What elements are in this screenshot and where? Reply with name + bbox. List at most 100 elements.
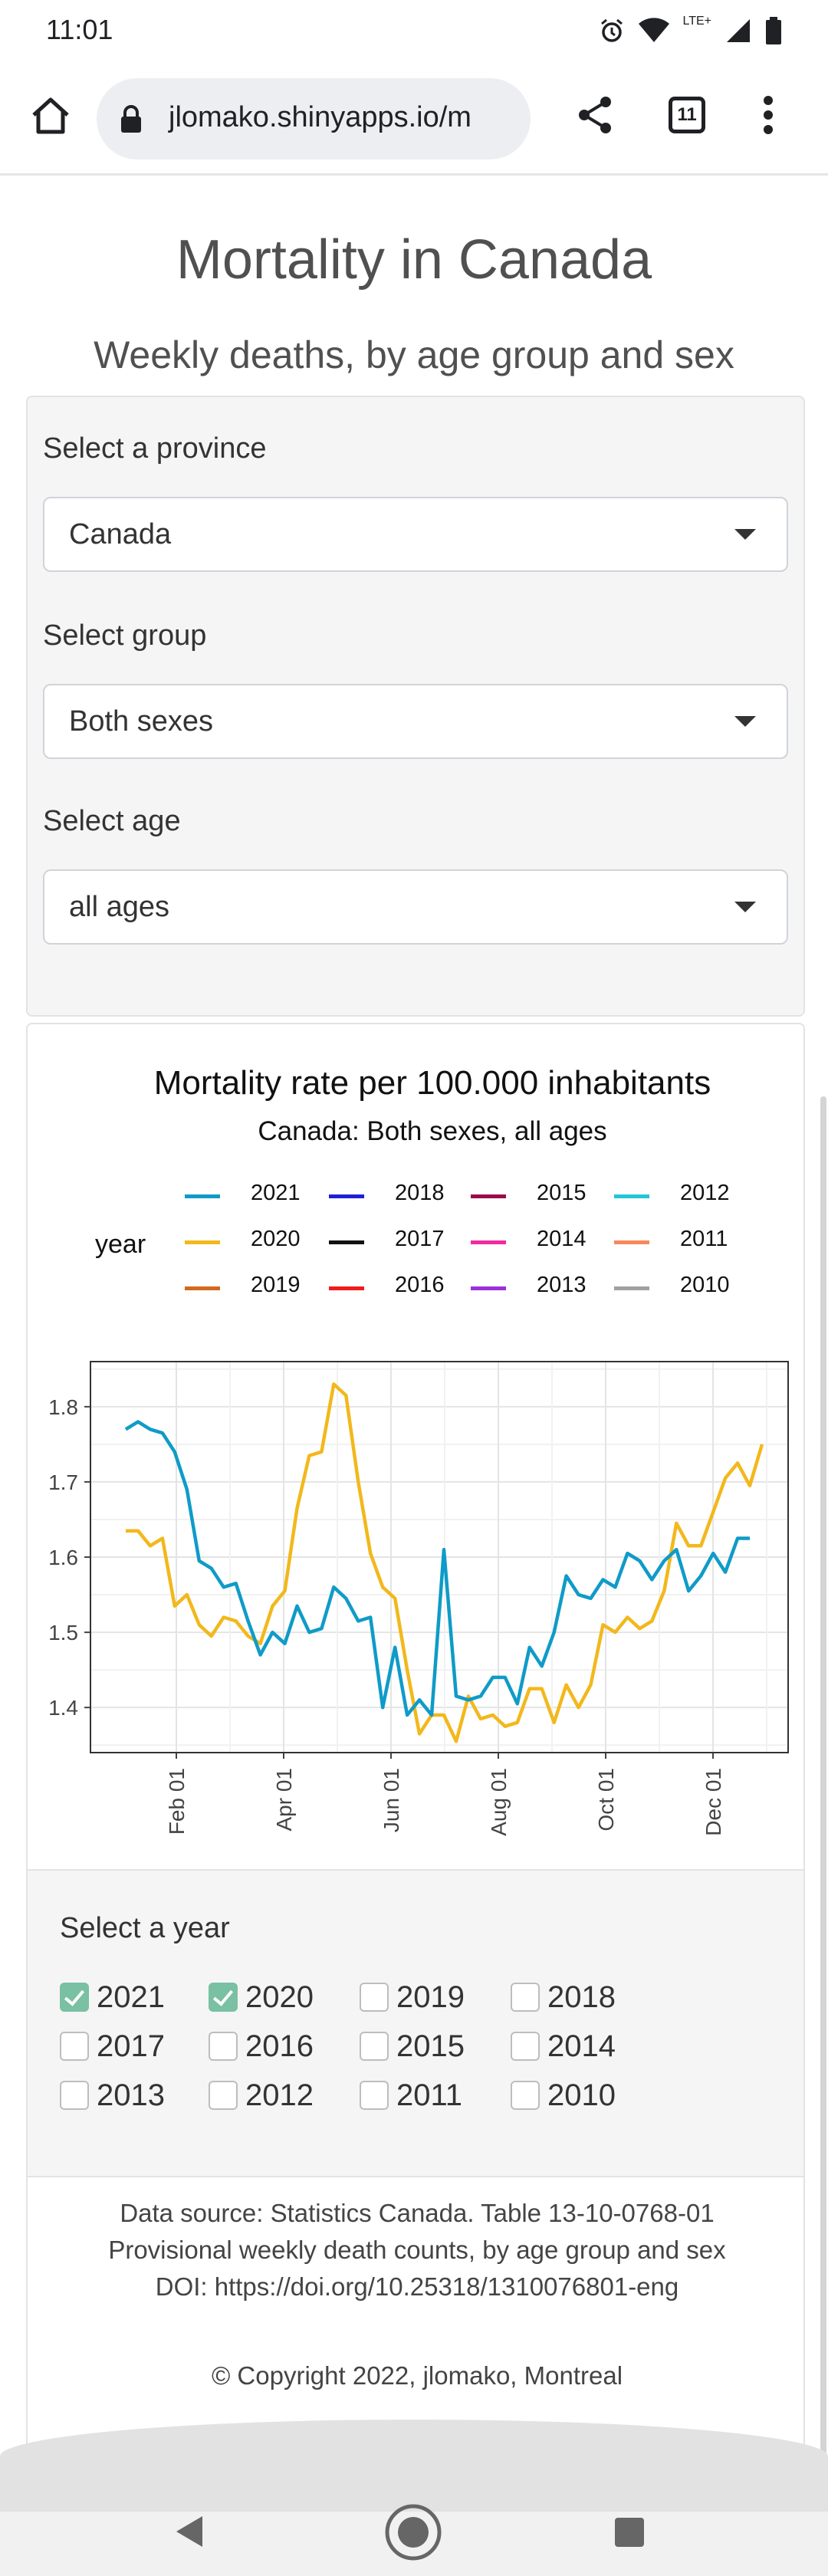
year-label: 2012 <box>245 2078 314 2112</box>
address-bar[interactable]: jlomako.shinyapps.io/m <box>97 78 531 159</box>
legend-swatch <box>614 1240 649 1244</box>
year-checkbox-2021[interactable]: 2021 <box>60 1978 165 2016</box>
year-checkbox-2014[interactable]: 2014 <box>511 2027 616 2065</box>
legend-swatch <box>329 1194 364 1198</box>
year-label: 2010 <box>547 2078 616 2112</box>
x-tick-label: Jun 01 <box>380 1768 403 1832</box>
scrollbar[interactable] <box>820 1096 826 2492</box>
year-label: 2017 <box>97 2029 165 2063</box>
series-line-2021 <box>124 1420 750 1717</box>
year-label: 2014 <box>547 2029 616 2063</box>
checkbox-empty-icon[interactable] <box>60 2081 89 2110</box>
system-nav-bar <box>0 2420 828 2576</box>
checkbox-empty-icon[interactable] <box>209 2081 238 2110</box>
y-tick-label: 1.4 <box>48 1696 78 1720</box>
share-icon[interactable] <box>577 95 615 135</box>
province-select[interactable]: Canada <box>43 497 788 572</box>
legend-label: 2017 <box>395 1227 445 1251</box>
legend-title: year <box>95 1230 146 1259</box>
year-label: 2021 <box>97 1980 165 2014</box>
checkbox-empty-icon[interactable] <box>511 2081 540 2110</box>
y-tick-label: 1.5 <box>48 1621 78 1644</box>
y-tick-label: 1.8 <box>48 1395 78 1419</box>
filter-panel: Select a province Canada Select group Bo… <box>26 396 805 1017</box>
checkbox-empty-icon[interactable] <box>511 2032 540 2061</box>
line-chart: 1.8 1.7 1.6 1.5 1.4 Feb 01 Apr 01 Jun 01 Aug 01 O… <box>48 1361 789 1836</box>
year-checkbox-2010[interactable]: 2010 <box>511 2076 616 2114</box>
age-select[interactable]: all ages <box>43 869 788 945</box>
year-checkbox-2019[interactable]: 2019 <box>360 1978 465 2016</box>
province-value: Canada <box>69 518 172 550</box>
legend-swatch <box>185 1194 220 1198</box>
chart-title: Mortality rate per 100.000 inhabitants <box>153 1064 711 1102</box>
province-label: Select a province <box>43 432 267 465</box>
group-label: Select group <box>43 619 207 652</box>
checkbox-empty-icon[interactable] <box>209 2032 238 2061</box>
home-icon[interactable] <box>28 94 74 140</box>
year-select-title: Select a year <box>60 1912 230 1944</box>
home-nav-icon[interactable] <box>383 2502 443 2562</box>
y-tick-label: 1.7 <box>48 1470 78 1494</box>
legend-swatch <box>329 1286 364 1290</box>
legend-swatch <box>471 1194 506 1198</box>
age-value: all ages <box>69 891 169 923</box>
legend-label: 2021 <box>251 1181 301 1205</box>
back-icon[interactable] <box>173 2515 204 2548</box>
x-tick-label: Oct 01 <box>594 1768 618 1831</box>
group-select[interactable]: Both sexes <box>43 684 788 759</box>
status-bar: 11:01 LTE+ <box>0 0 828 64</box>
legend-swatch <box>185 1286 220 1290</box>
checkbox-empty-icon[interactable] <box>360 2081 389 2110</box>
year-checkbox-2012[interactable]: 2012 <box>209 2076 314 2114</box>
url-text: jlomako.shinyapps.io/m <box>169 101 472 133</box>
year-label: 2020 <box>245 1980 314 2014</box>
more-menu-icon[interactable] <box>759 95 777 135</box>
legend-swatch <box>614 1194 649 1198</box>
data-source-text: Data source: Statistics Canada. Table 13… <box>120 2199 715 2227</box>
page-subtitle: Weekly deaths, by age group and sex <box>94 334 734 376</box>
x-tick-label: Apr 01 <box>272 1768 296 1832</box>
checkbox-empty-icon[interactable] <box>511 1983 540 2012</box>
lock-icon <box>121 105 141 133</box>
year-checkbox-2020[interactable]: 2020 <box>209 1978 314 2016</box>
tab-switcher-button[interactable]: 11 <box>669 97 705 133</box>
signal-icon <box>727 19 750 42</box>
legend-swatch <box>329 1240 364 1244</box>
year-checkbox-2013[interactable]: 2013 <box>60 2076 165 2114</box>
legend-label: 2011 <box>680 1227 728 1251</box>
legend-label: 2010 <box>680 1273 730 1297</box>
chevron-down-icon <box>734 902 756 912</box>
year-checkbox-2017[interactable]: 2017 <box>60 2027 165 2065</box>
year-checkbox-2015[interactable]: 2015 <box>360 2027 465 2065</box>
checkbox-checked-icon[interactable] <box>60 1983 89 2012</box>
year-checkbox-2018[interactable]: 2018 <box>511 1978 616 2016</box>
year-checkbox-2016[interactable]: 2016 <box>209 2027 314 2065</box>
status-time: 11:01 <box>46 14 113 45</box>
checkbox-empty-icon[interactable] <box>360 1983 389 2012</box>
legend-swatch <box>614 1286 649 1290</box>
age-label: Select age <box>43 805 181 837</box>
x-tick-label: Aug 01 <box>487 1768 511 1836</box>
year-label: 2015 <box>396 2029 465 2063</box>
checkbox-checked-icon[interactable] <box>209 1983 238 2012</box>
legend-label: 2014 <box>537 1227 586 1251</box>
checkbox-empty-icon[interactable] <box>360 2032 389 2061</box>
year-label: 2016 <box>245 2029 314 2063</box>
nav-bar-curve <box>0 2420 828 2512</box>
legend-label: 2016 <box>395 1273 445 1297</box>
legend-label: 2012 <box>680 1181 730 1205</box>
wifi-icon <box>638 18 669 42</box>
page-title: Mortality in Canada <box>176 229 652 291</box>
alarm-icon <box>600 18 623 42</box>
battery-icon <box>766 17 781 44</box>
chevron-down-icon <box>734 529 756 540</box>
year-checkbox-2011[interactable]: 2011 <box>360 2076 462 2114</box>
y-tick-label: 1.6 <box>48 1546 78 1569</box>
legend-label: 2020 <box>251 1227 301 1251</box>
plot-border <box>90 1361 789 1753</box>
checkbox-empty-icon[interactable] <box>60 2032 89 2061</box>
browser-toolbar: jlomako.shinyapps.io/m 11 <box>0 64 828 176</box>
recents-icon[interactable] <box>613 2516 646 2548</box>
doi-text: DOI: https://doi.org/10.25318/1310076801… <box>155 2272 679 2301</box>
legend-label: 2018 <box>395 1181 445 1205</box>
